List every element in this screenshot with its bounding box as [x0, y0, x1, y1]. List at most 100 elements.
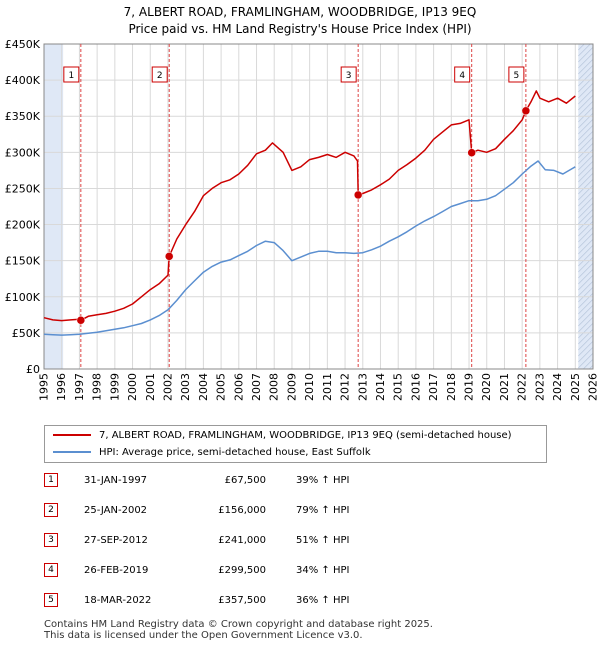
sale-label-number: 5	[514, 71, 520, 81]
sale-row: 4 26-FEB-2019 £299,500 34% ↑ HPI	[0, 560, 600, 582]
sale-price: £357,500	[218, 595, 266, 606]
y-tick-label: £150K	[5, 255, 41, 268]
hatch-line	[578, 299, 594, 315]
sale-hpi-change: 79% ↑ HPI	[296, 505, 350, 516]
hatch-line	[578, 341, 594, 357]
hatch-line	[589, 365, 594, 370]
hpi-line	[43, 160, 576, 336]
hatch-line	[578, 197, 594, 213]
x-tick-label: 2001	[144, 373, 157, 401]
x-tick-label: 2006	[232, 373, 245, 401]
hatch-line	[578, 245, 594, 261]
sale-label-box	[454, 66, 471, 83]
hatch-line	[578, 83, 594, 99]
hatch-line	[578, 329, 594, 345]
hatch-line	[578, 317, 594, 333]
x-tick-label: 2007	[250, 373, 263, 401]
hatch-line	[578, 125, 594, 141]
hatch-line	[578, 293, 594, 309]
hatch-line	[578, 59, 594, 75]
hatch-line	[578, 269, 594, 285]
x-tick-label: 2008	[268, 373, 281, 401]
sale-label-number: 2	[157, 71, 163, 81]
x-tick-label: 1996	[55, 373, 68, 401]
sale-hpi-change: 51% ↑ HPI	[296, 535, 350, 546]
sale-price: £67,500	[224, 475, 266, 486]
hatch-line	[578, 107, 594, 123]
sale-number-badge: 1	[44, 473, 58, 487]
hatch-line	[578, 149, 594, 165]
hatch-line	[578, 173, 594, 189]
y-tick-label: £350K	[5, 110, 41, 123]
hatch-line	[578, 323, 594, 339]
property-price-line	[43, 90, 576, 322]
legend-label-hpi: HPI: Average price, semi-detached house,…	[99, 447, 371, 458]
x-tick-label: 2022	[516, 373, 529, 401]
footer-licence: This data is licensed under the Open Gov…	[44, 630, 363, 641]
shaded-region	[578, 44, 593, 369]
sale-price: £299,500	[218, 565, 266, 576]
sale-label-box	[508, 66, 525, 83]
price-chart: £0 £50K £100K £150K £200K £250K £300K £350K £400…	[5, 38, 600, 401]
hatch-line	[578, 275, 594, 291]
plot-area	[44, 44, 593, 369]
hatch-line	[583, 359, 594, 370]
sale-hpi-change: 39% ↑ HPI	[296, 475, 350, 486]
shaded-region	[44, 44, 64, 369]
hatch-line	[578, 47, 594, 63]
hatch-line	[578, 305, 594, 321]
sale-number-badge: 4	[44, 563, 58, 577]
chart-title-line2: Price paid vs. HM Land Registry's House …	[128, 22, 472, 36]
sale-point	[521, 106, 531, 116]
y-tick-label: £0	[26, 363, 40, 376]
sale-label-box	[340, 66, 357, 83]
hatch-line	[578, 89, 594, 105]
sale-point	[164, 252, 174, 261]
hatch-line	[578, 191, 594, 207]
footer: Contains HM Land Registry data © Crown c…	[44, 619, 433, 641]
x-tick-label: 2014	[374, 373, 387, 401]
hatch-line	[578, 347, 594, 363]
hatch-line	[578, 287, 594, 303]
hatch-line	[578, 131, 594, 147]
sale-row: 3 27-SEP-2012 £241,000 51% ↑ HPI	[0, 530, 600, 552]
chart-title-line1: 7, ALBERT ROAD, FRAMLINGHAM, WOODBRIDGE,…	[123, 5, 477, 19]
sale-price: £156,000	[218, 505, 266, 516]
footer-copyright: Contains HM Land Registry data © Crown c…	[44, 619, 433, 630]
x-tick-label: 1998	[91, 373, 104, 401]
x-tick-label: 2015	[392, 373, 405, 401]
hatch-line	[578, 263, 594, 279]
hatch-line	[578, 353, 594, 369]
hatch-line	[578, 143, 594, 159]
legend-swatch-hpi	[53, 451, 91, 453]
x-tick-label: 2017	[427, 373, 440, 401]
hatch-line	[578, 221, 594, 237]
sale-date: 27-SEP-2012	[84, 535, 148, 546]
sale-date: 18-MAR-2022	[84, 595, 152, 606]
x-tick-label: 2013	[356, 373, 369, 401]
x-tick-label: 2026	[587, 373, 600, 401]
sale-point	[467, 148, 476, 157]
hatch-line	[578, 233, 594, 249]
hatch-line	[578, 101, 594, 117]
sale-label-box	[151, 66, 168, 83]
sale-price: £241,000	[218, 535, 266, 546]
hatch-line	[578, 281, 594, 297]
x-tick-label: 2011	[321, 373, 334, 401]
x-tick-label: 2024	[551, 373, 564, 401]
x-tick-label: 2019	[463, 373, 476, 401]
x-tick-label: 1999	[108, 373, 121, 401]
x-tick-label: 2003	[179, 373, 192, 401]
legend-swatch-property	[53, 434, 91, 436]
sale-row: 5 18-MAR-2022 £357,500 36% ↑ HPI	[0, 590, 600, 612]
x-tick-label: 2023	[533, 373, 546, 401]
x-tick-label: 2005	[215, 373, 228, 401]
y-tick-label: £100K	[5, 291, 41, 304]
hatch-line	[578, 215, 594, 231]
x-tick-label: 2012	[339, 373, 352, 401]
sale-point	[353, 190, 363, 200]
sale-label-box	[63, 66, 80, 83]
y-tick-label: £300K	[5, 146, 41, 159]
y-tick-label: £200K	[5, 219, 41, 232]
x-tick-label: 2004	[197, 373, 210, 401]
